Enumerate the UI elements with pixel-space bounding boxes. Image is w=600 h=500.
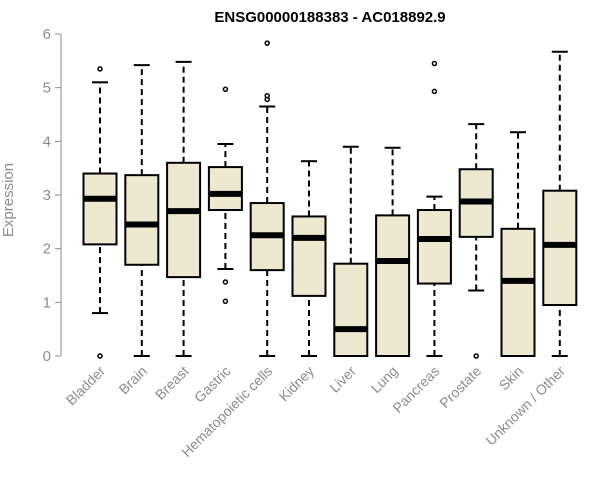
outlier-point [473, 353, 479, 359]
outlier-point [431, 88, 438, 95]
outlier-point [222, 279, 229, 285]
x-tick-label: Skin [496, 363, 527, 394]
x-tick-label: Brain [115, 363, 149, 397]
outlier-point [97, 353, 103, 359]
box-unknown-other [542, 50, 578, 357]
box-skin [500, 131, 536, 357]
y-axis: 0 1 2 3 4 5 6 [43, 26, 62, 365]
outlier-point [222, 298, 229, 305]
box-iqr [82, 172, 118, 246]
box-hematopoietic-cells [249, 40, 285, 357]
y-tick-label: 5 [43, 80, 51, 97]
x-tick-label: Unknown / Other [482, 363, 568, 449]
box-iqr [333, 262, 369, 357]
x-tick-label: Kidney [276, 363, 318, 405]
y-tick-label: 3 [43, 187, 51, 204]
y-tick-label: 4 [43, 133, 51, 150]
x-tick-label: Liver [326, 363, 359, 396]
x-tick-label: Prostate [436, 363, 484, 411]
x-tick-label: Lung [367, 363, 400, 396]
box-brain [124, 64, 160, 357]
box-iqr [500, 227, 536, 357]
box-kidney [291, 160, 327, 357]
box-iqr [207, 166, 243, 212]
chart-title: ENSG00000188383 - AC018892.9 [214, 9, 445, 26]
box-iqr [124, 174, 160, 266]
x-tick-label: Breast [152, 363, 192, 403]
outlier-point [97, 66, 103, 72]
y-tick-label: 0 [43, 348, 51, 365]
y-tick-label: 6 [43, 26, 51, 43]
box-iqr [291, 215, 327, 297]
box-pancreas [416, 60, 452, 357]
y-axis-label: Expression [0, 163, 17, 237]
box-prostate [458, 123, 494, 359]
outlier-point [264, 96, 270, 103]
y-tick-label: 1 [43, 294, 51, 311]
box-iqr [375, 214, 411, 357]
box-liver [333, 145, 369, 357]
boxes-layer [82, 40, 578, 359]
box-iqr [166, 161, 202, 279]
box-bladder [82, 66, 118, 359]
y-tick-label: 2 [43, 241, 51, 258]
box-lung [375, 146, 411, 357]
box-iqr [416, 209, 452, 285]
outlier-point [431, 60, 438, 67]
outlier-point [222, 86, 229, 93]
x-tick-label: Bladder [63, 363, 109, 409]
box-gastric [207, 86, 243, 305]
box-breast [166, 60, 202, 357]
outlier-point [264, 40, 270, 46]
